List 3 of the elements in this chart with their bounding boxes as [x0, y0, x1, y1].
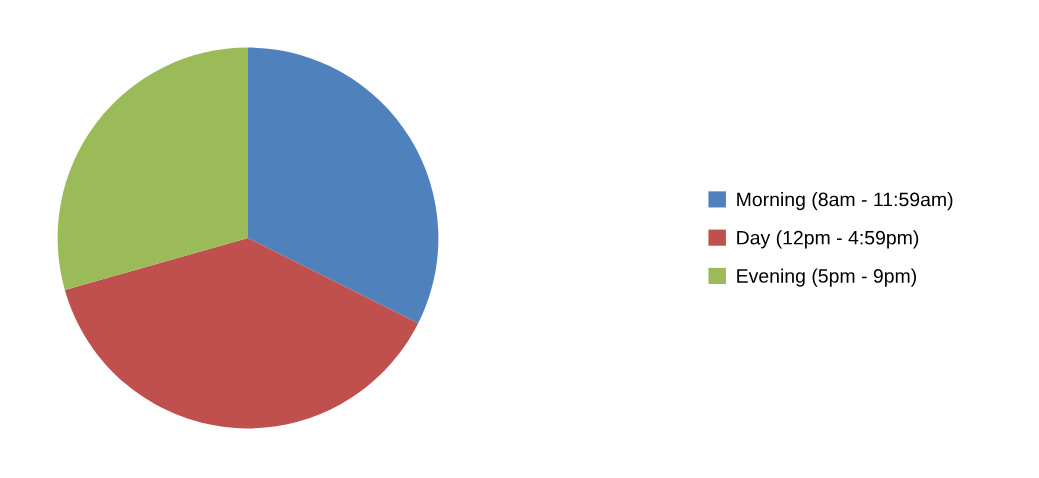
- legend-label: Morning (8am - 11:59am): [737, 192, 953, 211]
- legend-label: Evening (5pm - 9pm): [737, 268, 916, 287]
- legend-label: Day (12pm - 4:59pm): [737, 230, 919, 249]
